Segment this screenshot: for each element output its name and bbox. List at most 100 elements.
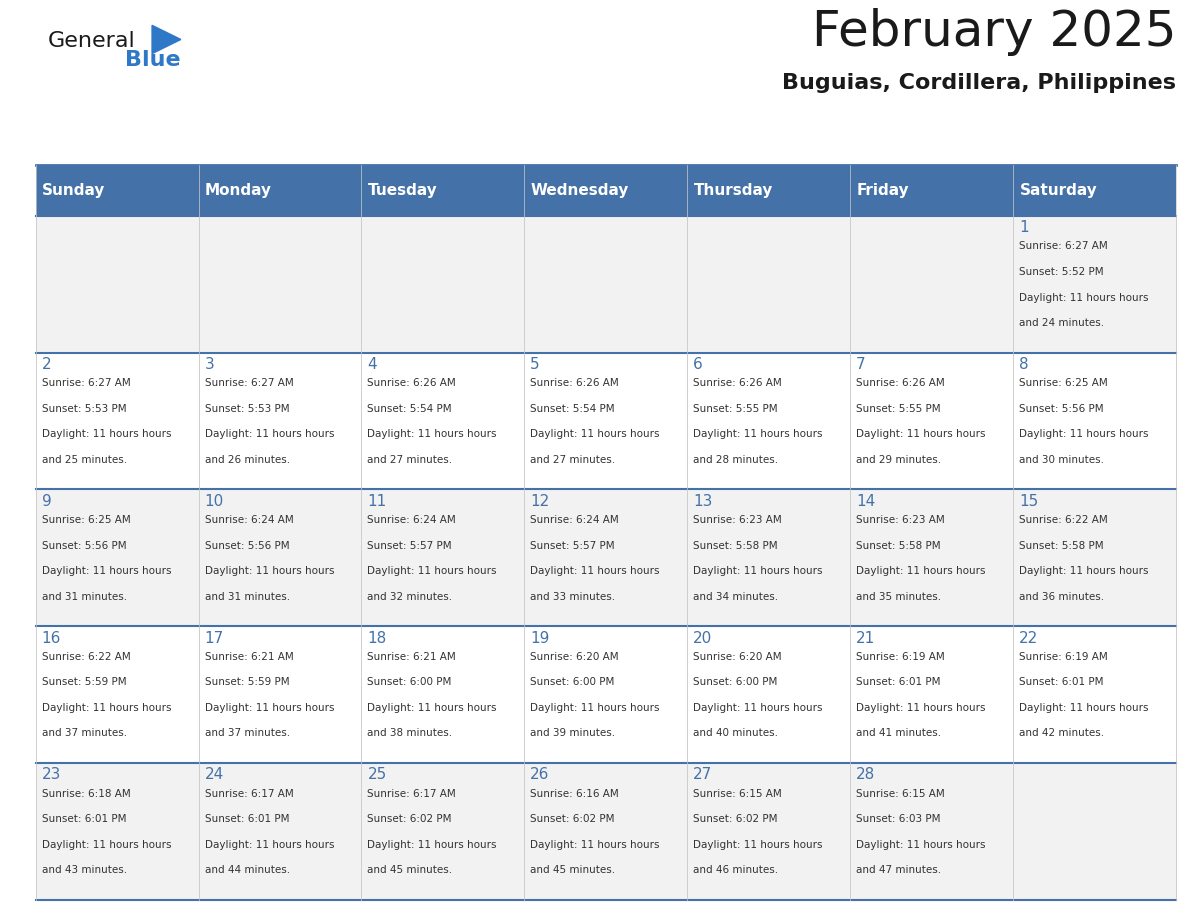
Text: Sunset: 6:01 PM: Sunset: 6:01 PM — [857, 677, 941, 688]
Text: Sunset: 5:57 PM: Sunset: 5:57 PM — [367, 541, 453, 551]
FancyBboxPatch shape — [36, 216, 198, 353]
Text: Sunrise: 6:20 AM: Sunrise: 6:20 AM — [694, 652, 782, 662]
Text: 6: 6 — [694, 357, 703, 372]
FancyBboxPatch shape — [361, 489, 524, 626]
Text: Sunrise: 6:19 AM: Sunrise: 6:19 AM — [1019, 652, 1108, 662]
Text: Daylight: 11 hours hours: Daylight: 11 hours hours — [204, 430, 334, 440]
Text: and 45 minutes.: and 45 minutes. — [530, 866, 615, 875]
Text: 17: 17 — [204, 631, 223, 645]
Text: Monday: Monday — [206, 183, 272, 198]
Text: Sunset: 6:00 PM: Sunset: 6:00 PM — [367, 677, 451, 688]
Text: Sunrise: 6:18 AM: Sunrise: 6:18 AM — [42, 789, 131, 799]
Text: Daylight: 11 hours hours: Daylight: 11 hours hours — [857, 703, 986, 713]
FancyBboxPatch shape — [851, 489, 1013, 626]
FancyBboxPatch shape — [36, 763, 198, 900]
Text: Daylight: 11 hours hours: Daylight: 11 hours hours — [204, 703, 334, 713]
FancyBboxPatch shape — [851, 763, 1013, 900]
Text: Sunrise: 6:15 AM: Sunrise: 6:15 AM — [857, 789, 944, 799]
Text: Sunset: 5:58 PM: Sunset: 5:58 PM — [1019, 541, 1104, 551]
Text: 22: 22 — [1019, 631, 1038, 645]
Text: Sunset: 5:53 PM: Sunset: 5:53 PM — [42, 404, 126, 414]
Text: and 46 minutes.: and 46 minutes. — [694, 866, 778, 875]
Text: 27: 27 — [694, 767, 713, 782]
FancyBboxPatch shape — [688, 216, 851, 353]
FancyBboxPatch shape — [688, 626, 851, 763]
Text: Sunrise: 6:17 AM: Sunrise: 6:17 AM — [367, 789, 456, 799]
Text: Sunset: 6:01 PM: Sunset: 6:01 PM — [42, 814, 126, 824]
Text: Daylight: 11 hours hours: Daylight: 11 hours hours — [367, 566, 497, 577]
Text: and 37 minutes.: and 37 minutes. — [204, 729, 290, 738]
Text: Sunset: 5:56 PM: Sunset: 5:56 PM — [1019, 404, 1104, 414]
Text: Sunset: 5:54 PM: Sunset: 5:54 PM — [367, 404, 453, 414]
Text: Thursday: Thursday — [694, 183, 773, 198]
Text: 9: 9 — [42, 494, 51, 509]
Text: Sunrise: 6:26 AM: Sunrise: 6:26 AM — [694, 378, 782, 388]
Text: Daylight: 11 hours hours: Daylight: 11 hours hours — [42, 840, 171, 850]
Text: and 24 minutes.: and 24 minutes. — [1019, 319, 1105, 328]
Text: 23: 23 — [42, 767, 61, 782]
FancyBboxPatch shape — [524, 216, 688, 353]
Text: Sunrise: 6:19 AM: Sunrise: 6:19 AM — [857, 652, 944, 662]
Text: and 39 minutes.: and 39 minutes. — [530, 729, 615, 738]
FancyBboxPatch shape — [36, 353, 198, 489]
Text: Sunset: 5:59 PM: Sunset: 5:59 PM — [42, 677, 126, 688]
FancyBboxPatch shape — [524, 489, 688, 626]
Text: and 41 minutes.: and 41 minutes. — [857, 729, 941, 738]
Text: Sunrise: 6:26 AM: Sunrise: 6:26 AM — [530, 378, 619, 388]
Text: Sunrise: 6:24 AM: Sunrise: 6:24 AM — [367, 515, 456, 525]
Text: 21: 21 — [857, 631, 876, 645]
Text: Daylight: 11 hours hours: Daylight: 11 hours hours — [204, 566, 334, 577]
Text: and 43 minutes.: and 43 minutes. — [42, 866, 127, 875]
Text: Daylight: 11 hours hours: Daylight: 11 hours hours — [530, 703, 659, 713]
Text: and 37 minutes.: and 37 minutes. — [42, 729, 127, 738]
Text: Sunset: 5:54 PM: Sunset: 5:54 PM — [530, 404, 615, 414]
Text: 20: 20 — [694, 631, 713, 645]
FancyBboxPatch shape — [198, 165, 361, 216]
Text: Sunset: 6:02 PM: Sunset: 6:02 PM — [367, 814, 451, 824]
FancyBboxPatch shape — [198, 763, 361, 900]
Text: Sunset: 5:55 PM: Sunset: 5:55 PM — [694, 404, 778, 414]
Text: Sunrise: 6:23 AM: Sunrise: 6:23 AM — [694, 515, 782, 525]
Text: February 2025: February 2025 — [811, 8, 1176, 56]
Text: Sunset: 6:02 PM: Sunset: 6:02 PM — [694, 814, 778, 824]
Text: Tuesday: Tuesday — [368, 183, 437, 198]
Text: Daylight: 11 hours hours: Daylight: 11 hours hours — [42, 703, 171, 713]
FancyBboxPatch shape — [851, 165, 1013, 216]
Text: Daylight: 11 hours hours: Daylight: 11 hours hours — [1019, 293, 1149, 303]
Text: 28: 28 — [857, 767, 876, 782]
Polygon shape — [152, 26, 181, 53]
Text: and 27 minutes.: and 27 minutes. — [367, 455, 453, 465]
Text: Wednesday: Wednesday — [531, 183, 630, 198]
Text: Sunset: 5:56 PM: Sunset: 5:56 PM — [42, 541, 126, 551]
FancyBboxPatch shape — [688, 165, 851, 216]
Text: Sunset: 6:00 PM: Sunset: 6:00 PM — [694, 677, 778, 688]
FancyBboxPatch shape — [361, 216, 524, 353]
FancyBboxPatch shape — [851, 353, 1013, 489]
Text: Sunrise: 6:25 AM: Sunrise: 6:25 AM — [1019, 378, 1108, 388]
Text: 13: 13 — [694, 494, 713, 509]
Text: Daylight: 11 hours hours: Daylight: 11 hours hours — [367, 430, 497, 440]
Text: Sunrise: 6:17 AM: Sunrise: 6:17 AM — [204, 789, 293, 799]
FancyBboxPatch shape — [36, 489, 198, 626]
Text: 15: 15 — [1019, 494, 1038, 509]
FancyBboxPatch shape — [198, 626, 361, 763]
Text: and 45 minutes.: and 45 minutes. — [367, 866, 453, 875]
Text: Sunset: 6:03 PM: Sunset: 6:03 PM — [857, 814, 941, 824]
Text: Daylight: 11 hours hours: Daylight: 11 hours hours — [1019, 566, 1149, 577]
FancyBboxPatch shape — [1013, 489, 1176, 626]
FancyBboxPatch shape — [688, 489, 851, 626]
FancyBboxPatch shape — [1013, 353, 1176, 489]
Text: Sunrise: 6:20 AM: Sunrise: 6:20 AM — [530, 652, 619, 662]
Text: and 30 minutes.: and 30 minutes. — [1019, 455, 1104, 465]
Text: Sunset: 5:53 PM: Sunset: 5:53 PM — [204, 404, 289, 414]
Text: 14: 14 — [857, 494, 876, 509]
Text: 2: 2 — [42, 357, 51, 372]
Text: Daylight: 11 hours hours: Daylight: 11 hours hours — [1019, 430, 1149, 440]
FancyBboxPatch shape — [688, 763, 851, 900]
FancyBboxPatch shape — [524, 353, 688, 489]
Text: and 31 minutes.: and 31 minutes. — [204, 592, 290, 601]
FancyBboxPatch shape — [36, 165, 198, 216]
Text: Sunset: 5:57 PM: Sunset: 5:57 PM — [530, 541, 615, 551]
Text: Sunset: 6:01 PM: Sunset: 6:01 PM — [204, 814, 289, 824]
FancyBboxPatch shape — [361, 763, 524, 900]
